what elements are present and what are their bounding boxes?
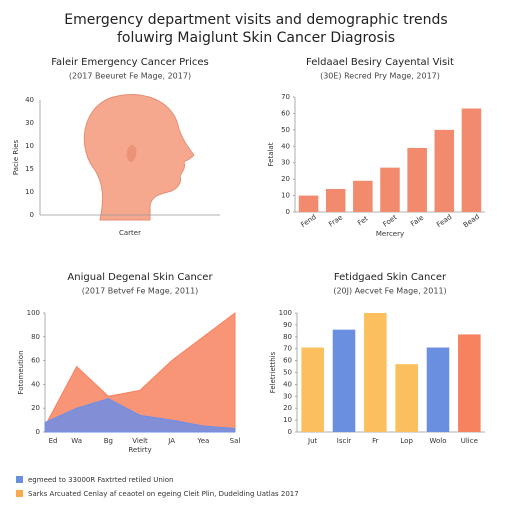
bar bbox=[380, 167, 400, 212]
chart-title: Faleir Emergency Cancer Prices bbox=[51, 57, 209, 68]
page-title: Emergency department visits and demograp… bbox=[64, 12, 447, 28]
area bbox=[44, 398, 236, 433]
bar bbox=[332, 329, 356, 432]
x-tick-label: Foet bbox=[382, 213, 399, 228]
y-tick-label: 40 bbox=[281, 142, 290, 150]
y-tick-label: 40 bbox=[283, 380, 292, 388]
chart-subtitle: (2017 Beeuret Fe Mage, 2017) bbox=[69, 72, 191, 81]
legend-swatch bbox=[16, 476, 23, 483]
x-tick-label: Fale bbox=[409, 214, 425, 229]
x-tick-label: JA bbox=[167, 437, 175, 445]
y-tick-label: 0 bbox=[36, 428, 40, 436]
x-tick-label: Fend bbox=[299, 213, 317, 229]
x-tick-label: Bead bbox=[462, 213, 481, 230]
y-tick-label: 0 bbox=[286, 208, 290, 216]
y-tick-label: 10 bbox=[281, 192, 290, 200]
y-axis-label: Fotomeution bbox=[17, 350, 25, 394]
area bbox=[44, 311, 236, 433]
head-illustration bbox=[83, 94, 195, 221]
x-axis-label: Retirty bbox=[128, 446, 151, 454]
y-tick-label: 40 bbox=[31, 380, 40, 388]
bar bbox=[325, 189, 346, 212]
chart-title: Feldaael Besiry Cayental Visit bbox=[306, 57, 454, 68]
bar bbox=[434, 129, 455, 212]
y-tick-label: 50 bbox=[281, 126, 290, 134]
y-tick-label: 30 bbox=[283, 392, 292, 400]
chart-title: Anigual Degenal Skin Cancer bbox=[67, 272, 213, 283]
x-tick-label: Fead bbox=[435, 213, 453, 229]
legend-label: Sarks Arcuated Cenlay af ceaotel on egei… bbox=[28, 490, 299, 498]
y-tick-label: 10 bbox=[283, 416, 292, 424]
bar bbox=[461, 108, 482, 212]
chart-subtitle: (2017 Betvef Fe Mage, 2011) bbox=[82, 287, 199, 296]
x-tick-label: Fr bbox=[372, 437, 379, 445]
x-tick-label: Vielt bbox=[132, 437, 148, 445]
x-tick-label: Sal bbox=[230, 437, 241, 445]
y-tick-label: 100 bbox=[27, 309, 40, 317]
x-tick-label: Jut bbox=[307, 437, 318, 445]
y-tick-label: 60 bbox=[31, 357, 40, 365]
page-subtitle: foluwirg Maiglunt Skin Cancer Diagrosis bbox=[117, 30, 395, 46]
y-tick-label: 0 bbox=[288, 428, 292, 436]
y-tick-label: 50 bbox=[283, 369, 292, 377]
y-tick-label: 20 bbox=[281, 175, 290, 183]
x-tick-label: Wa bbox=[71, 437, 82, 445]
x-tick-label: Frae bbox=[327, 213, 344, 228]
y-axis-label: Fetalat bbox=[267, 142, 275, 166]
x-tick-label: Fet bbox=[356, 215, 370, 228]
bar bbox=[458, 334, 481, 432]
legend-label: egmeed to 33000R Faxtrted retiled Union bbox=[28, 476, 173, 484]
y-tick-label: 10 bbox=[25, 142, 34, 150]
y-tick-label: 90 bbox=[283, 321, 292, 329]
x-tick-label: Iscir bbox=[337, 437, 352, 445]
x-tick-label: Ulice bbox=[461, 437, 478, 445]
y-axis-label: Feletrietthis bbox=[269, 351, 277, 393]
chart-subtitle: (30E) Recred Pry Mage, 2017) bbox=[320, 72, 440, 81]
y-tick-label: 70 bbox=[281, 93, 290, 101]
y-axis-label: Pacie Ries bbox=[12, 140, 20, 176]
y-tick-label: 20 bbox=[31, 404, 40, 412]
bar bbox=[353, 180, 373, 212]
y-tick-label: 40 bbox=[25, 96, 34, 104]
bar bbox=[301, 347, 324, 432]
bar bbox=[407, 147, 427, 212]
y-tick-label: 80 bbox=[31, 333, 40, 341]
y-tick-label: 30 bbox=[281, 159, 290, 167]
chart-title: Fetidgaed Skin Cancer bbox=[334, 272, 447, 283]
bar bbox=[364, 313, 387, 432]
y-tick-label: 80 bbox=[283, 333, 292, 341]
y-tick-label: 60 bbox=[283, 357, 292, 365]
y-tick-label: 0 bbox=[30, 211, 34, 219]
x-tick-label: Wolo bbox=[429, 437, 446, 445]
x-axis-label: Carter bbox=[119, 229, 141, 237]
bar bbox=[298, 195, 319, 212]
x-tick-label: Lop bbox=[400, 437, 413, 445]
x-tick-label: Yea bbox=[196, 437, 209, 445]
y-tick-label: 60 bbox=[281, 109, 290, 117]
head bbox=[83, 94, 195, 221]
y-tick-label: 70 bbox=[283, 345, 292, 353]
y-tick-label: 100 bbox=[279, 309, 292, 317]
ear bbox=[126, 145, 137, 163]
chart-subtitle: (20J) Aecvet Fe Mage, 2011) bbox=[333, 287, 446, 296]
y-tick-label: 15 bbox=[25, 165, 34, 173]
y-tick-label: 20 bbox=[283, 404, 292, 412]
x-tick-label: Bg bbox=[104, 437, 113, 445]
y-tick-label: 10 bbox=[25, 188, 34, 196]
x-tick-label: Ed bbox=[49, 437, 58, 445]
x-axis-label: Mercery bbox=[376, 230, 404, 238]
bar bbox=[395, 364, 418, 432]
y-tick-label: 30 bbox=[25, 119, 34, 127]
bar bbox=[426, 347, 450, 432]
legend-swatch bbox=[16, 490, 23, 497]
